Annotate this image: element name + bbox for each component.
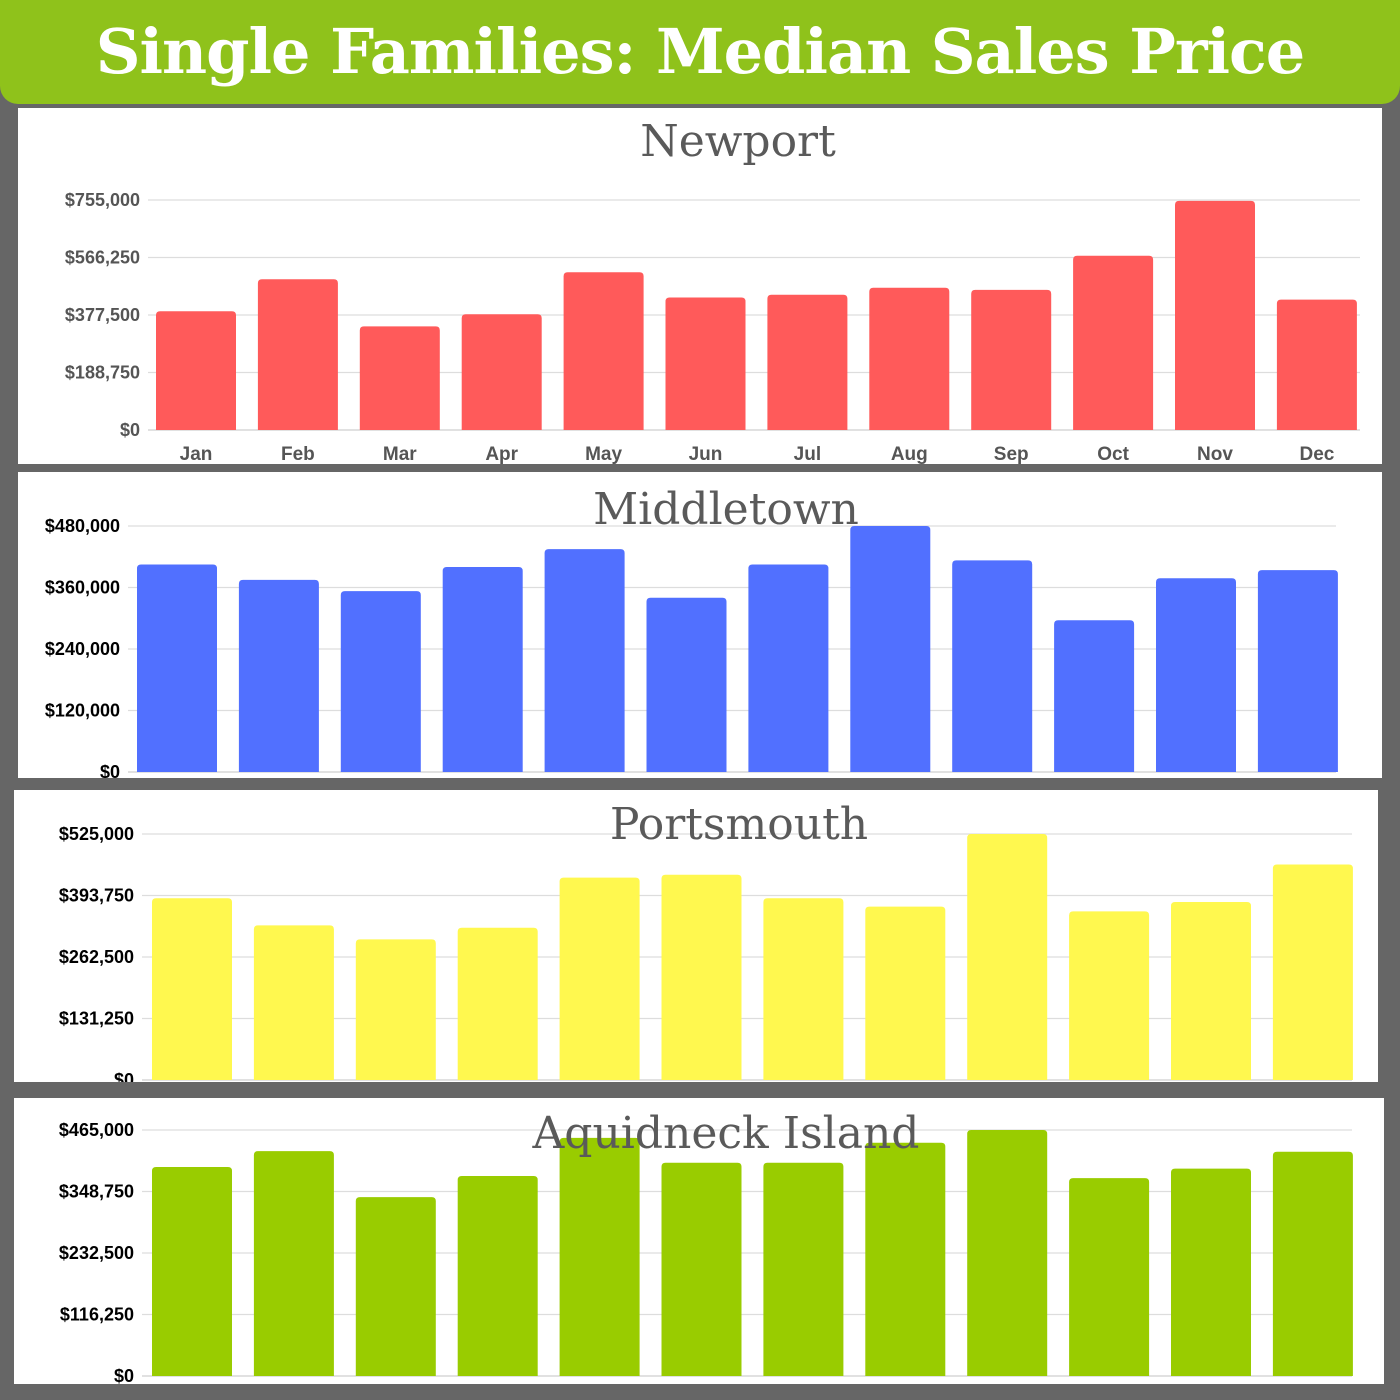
bar-may [563,272,644,430]
bar-may [544,549,625,772]
chart-title: Portsmouth [610,799,868,850]
bar-oct [1054,620,1135,772]
bar-jul [763,1162,844,1376]
bar-jan [137,564,217,772]
bar-aug [865,1142,946,1376]
bar-nov [1171,901,1251,1080]
chart-svg: $0 $131,250 $262,500 $393,750 $525,000 Portsm… [59,799,1353,1082]
chart-panel-aquidneck-island: $0 $116,250 $232,500 $348,750 $465,000 Aquidn… [14,1098,1384,1384]
bar-may [559,877,640,1080]
y-tick-label: $566,250 [65,248,140,268]
bar-jun [665,297,746,430]
y-tick-label: $116,250 [60,1305,134,1325]
y-tick-label: $240,000 [45,639,120,659]
x-tick-label: Sep [994,444,1029,464]
chart-panel-newport: $0 $188,750 $377,500 $566,250 $755,000 Newpor… [18,108,1382,464]
x-tick-label: Jul [794,444,821,464]
chart-panel-portsmouth: $0 $131,250 $262,500 $393,750 $525,000 Portsm… [14,790,1378,1082]
bar-nov [1171,1168,1251,1376]
y-tick-label: $465,000 [59,1120,134,1140]
title-banner [0,0,1400,104]
bar-jan [156,311,236,430]
bar-sep [967,834,1048,1080]
y-tick-label: $0 [114,1366,134,1384]
bar-sep [971,289,1052,430]
y-tick-label: $0 [100,762,120,778]
bar-may [559,1137,640,1376]
bar-apr [442,567,523,772]
bar-sep [967,1130,1048,1376]
bar-apr [461,314,542,430]
bar-mar [355,939,436,1080]
bar-aug [865,906,946,1080]
y-tick-label: $232,500 [59,1243,134,1263]
bar-feb [253,1151,334,1376]
bar-dec [1272,1151,1353,1376]
bar-mar [359,326,440,430]
bar-mar [355,1197,436,1376]
bar-jun [661,1162,742,1376]
bar-dec [1276,299,1357,430]
x-tick-label: Apr [485,444,518,464]
bar-feb [238,579,319,772]
chart-title: Middletown [593,484,859,535]
bar-aug [869,287,950,430]
x-tick-label: Oct [1097,444,1129,464]
bar-jul [748,564,829,772]
chart-title: Aquidneck Island [532,1108,920,1159]
y-tick-label: $262,500 [59,947,134,967]
bar-apr [457,1176,538,1376]
bar-mar [340,591,421,772]
x-tick-label: Mar [383,444,417,464]
y-tick-label: $480,000 [45,516,120,536]
bar-jun [646,597,727,772]
bar-jul [767,294,848,430]
bar-sep [952,560,1033,772]
chart-svg: $0 $120,000 $240,000 $360,000 $480,000 Middle… [45,484,1338,778]
x-tick-label: Dec [1299,444,1334,464]
bar-feb [253,925,334,1080]
page-title: Single Families: Median Sales Price [95,15,1306,88]
bar-feb [257,279,338,430]
bar-jul [763,898,844,1080]
bar-jun [661,874,742,1080]
y-tick-label: $0 [120,420,140,440]
bar-jan [152,898,232,1080]
x-tick-label: Nov [1197,444,1233,464]
y-tick-label: $131,250 [59,1009,134,1029]
x-tick-label: Jun [689,444,723,464]
bar-oct [1069,911,1150,1080]
bar-oct [1073,255,1154,430]
chart-title: Newport [640,116,836,167]
bar-dec [1272,864,1353,1080]
bar-oct [1069,1178,1150,1376]
chart-panel-middletown: $0 $120,000 $240,000 $360,000 $480,000 Middle… [18,472,1382,778]
chart-svg: $0 $116,250 $232,500 $348,750 $465,000 Aquidn… [59,1108,1353,1384]
y-tick-label: $525,000 [59,824,134,844]
y-tick-label: $348,750 [59,1182,134,1202]
y-tick-label: $755,000 [65,190,140,210]
y-tick-label: $360,000 [45,578,120,598]
bar-apr [457,927,538,1080]
bar-dec [1257,570,1338,772]
bar-aug [850,526,931,772]
y-tick-label: $120,000 [45,701,120,721]
x-tick-label: May [585,444,622,464]
bar-nov [1156,578,1236,772]
y-tick-label: $377,500 [65,305,140,325]
x-tick-label: Aug [891,444,928,464]
y-tick-label: $0 [114,1070,134,1082]
chart-svg: $0 $188,750 $377,500 $566,250 $755,000 Newpor… [65,116,1360,464]
bar-nov [1175,200,1255,430]
x-tick-label: Jan [180,444,213,464]
bar-jan [152,1167,232,1376]
x-tick-label: Feb [281,444,315,464]
y-tick-label: $188,750 [65,363,140,383]
y-tick-label: $393,750 [59,886,134,906]
